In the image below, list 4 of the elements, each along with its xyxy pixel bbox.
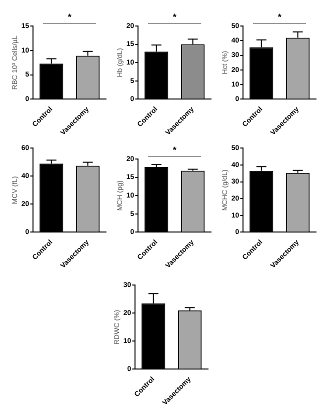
text: * — [172, 12, 178, 23]
text: * — [66, 12, 72, 23]
text: * — [276, 12, 282, 23]
text: * — [172, 145, 178, 156]
